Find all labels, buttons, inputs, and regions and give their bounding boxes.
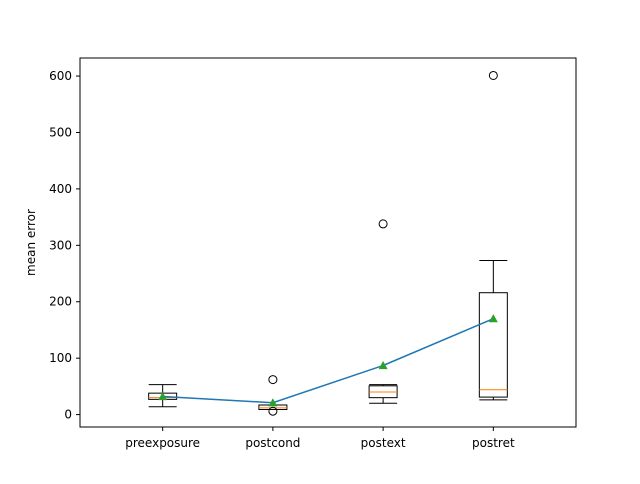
outlier-point (378, 219, 388, 229)
outlier-point (268, 406, 278, 416)
y-tick-label: 200 (49, 295, 72, 309)
mean-marker (158, 392, 168, 401)
box-iqr (478, 292, 508, 398)
y-axis-label: mean error (24, 209, 38, 276)
x-tick-label: postext (361, 436, 406, 450)
box-group-postext (368, 219, 398, 404)
outlier-point (268, 375, 278, 385)
mean-trend-line (162, 317, 494, 404)
boxes-layer (148, 70, 508, 416)
y-tick-label: 300 (49, 238, 72, 252)
mean-marker (488, 314, 498, 323)
y-tick-label: 100 (49, 351, 72, 365)
mean-layer (158, 314, 498, 407)
mean-marker (268, 398, 278, 407)
box-group-postret (478, 70, 508, 401)
plot-area (79, 57, 577, 428)
y-tick-label: 0 (64, 408, 72, 422)
y-axis: 0 100 200 300 400 500 600 (49, 69, 80, 422)
mean-marker (378, 361, 388, 370)
x-tick-label: preexposure (125, 436, 200, 450)
y-tick-label: 400 (49, 182, 72, 196)
y-tick-label: 600 (49, 69, 72, 83)
x-tick-label: postcond (245, 436, 300, 450)
y-tick-label: 500 (49, 125, 72, 139)
x-tick-label: postret (472, 436, 515, 450)
x-axis: preexposure postcond postext postret (125, 427, 515, 450)
outlier-point (488, 70, 498, 80)
